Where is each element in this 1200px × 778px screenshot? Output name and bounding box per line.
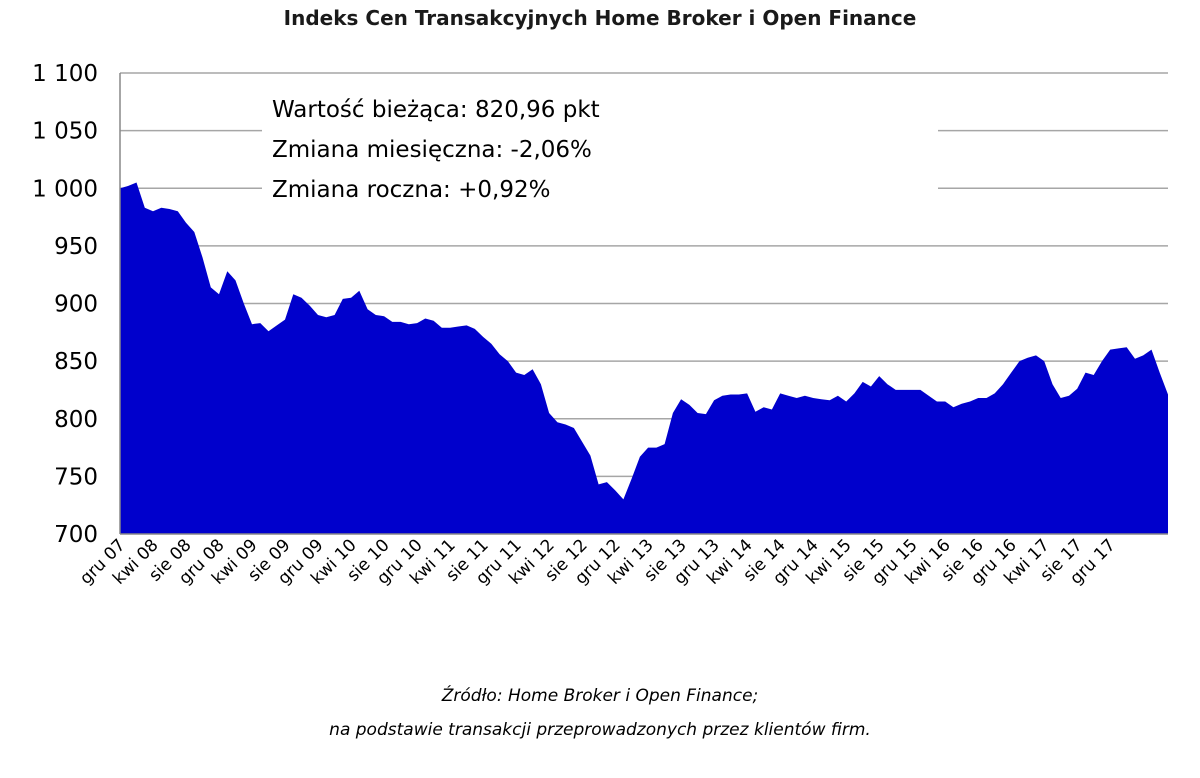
annotation-background: [262, 86, 938, 208]
annotation-current-value: Wartość bieżąca: 820,96 pkt: [272, 97, 600, 123]
y-tick-label: 700: [54, 522, 98, 548]
annotation-yearly-change: Zmiana roczna: +0,92%: [272, 177, 550, 203]
source-note-line-2: na podstawie transakcji przeprowadzonych…: [329, 720, 871, 740]
area-series: [120, 182, 1168, 534]
y-tick-label: 850: [54, 349, 98, 375]
y-tick-label: 800: [54, 407, 98, 433]
y-axis-ticks: 1 100 1 050 1 000 950 900 850 800 750 700: [32, 61, 98, 548]
y-tick-label: 950: [54, 234, 98, 260]
chart-title: Indeks Cen Transakcyjnych Home Broker i …: [283, 6, 917, 30]
annotation-monthly-change: Zmiana miesięczna: -2,06%: [272, 137, 592, 163]
y-tick-label: 750: [54, 464, 98, 490]
y-tick-label: 1 100: [32, 61, 98, 87]
y-tick-label: 1 050: [32, 119, 98, 145]
y-tick-label: 1 000: [32, 176, 98, 202]
axes: [119, 73, 1168, 535]
source-note-line-1: Źródło: Home Broker i Open Finance;: [441, 686, 759, 706]
annotations: Wartość bieżąca: 820,96 pkt Zmiana miesi…: [272, 97, 600, 203]
area-series-path: [120, 182, 1168, 534]
y-tick-label: 900: [54, 292, 98, 318]
